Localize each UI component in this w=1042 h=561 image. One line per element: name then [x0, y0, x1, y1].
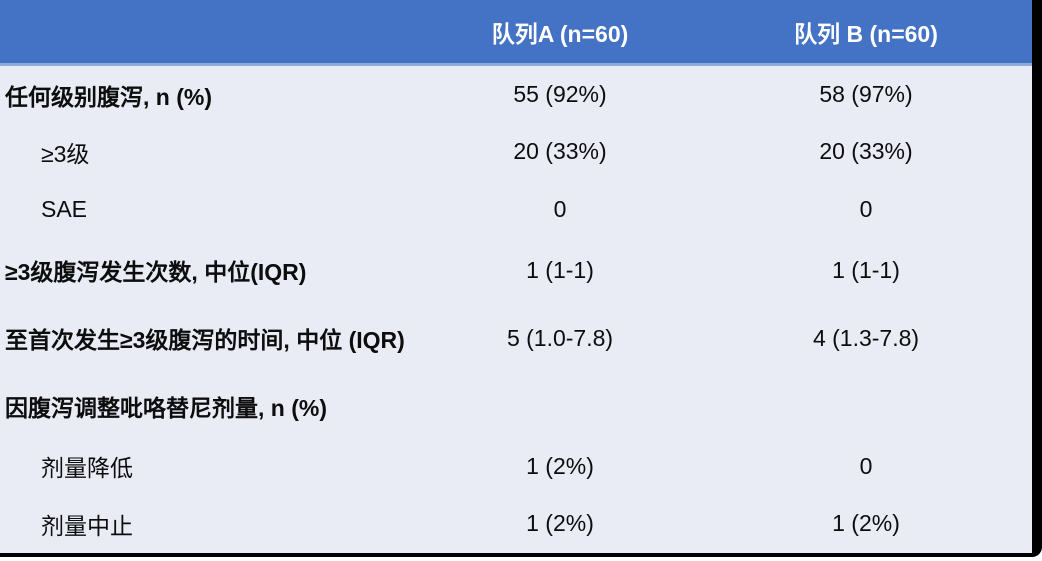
cohort-a-value: 1 (2%): [526, 452, 594, 479]
row-label: 剂量降低: [41, 455, 133, 481]
table-row: ≥3级 20 (33%) 20 (33%): [0, 123, 1032, 180]
table-row: 剂量降低 1 (2%) 0: [0, 438, 1032, 494]
cohort-a-value: 0: [553, 195, 567, 222]
cohort-a-value: 5 (1.0-7.8): [506, 324, 614, 351]
cohort-a-value: 1 (2%): [526, 510, 594, 536]
cohort-b-value: 0: [859, 452, 873, 479]
table-row: SAE 0 0: [0, 180, 1032, 238]
table-row: 剂量中止 1 (2%) 1 (2%): [0, 494, 1032, 553]
cohort-b-value: 4 (1.3-7.8): [812, 324, 920, 351]
header-cohort-b: 队列 B (n=60): [794, 20, 938, 47]
cohort-b-value: 58 (97%): [819, 81, 913, 107]
cohort-b-value: 0: [859, 195, 873, 222]
row-label: SAE: [41, 195, 88, 222]
row-label: 因腹泻调整吡咯替尼剂量, n (%): [5, 395, 327, 421]
row-label: ≥3级腹泻发生次数, 中位(IQR): [5, 259, 307, 285]
cohort-a-value: 20 (33%): [513, 138, 607, 164]
table-row: 因腹泻调整吡咯替尼剂量, n (%): [0, 374, 1032, 438]
table-row: 至首次发生≥3级腹泻的时间, 中位 (IQR) 5 (1.0-7.8) 4 (1…: [0, 302, 1032, 374]
cohort-b-value: 20 (33%): [819, 138, 913, 164]
table-row: 任何级别腹泻, n (%) 55 (92%) 58 (97%): [0, 66, 1032, 123]
cohort-a-value: 1 (1-1): [526, 256, 594, 283]
row-label: ≥3级: [41, 140, 90, 167]
table-header-row: 队列A (n=60) 队列 B (n=60): [0, 0, 1032, 66]
header-cohort-a: 队列A (n=60): [491, 20, 629, 47]
cohort-b-value: 1 (1-1): [832, 256, 900, 283]
row-label: 任何级别腹泻, n (%): [5, 83, 212, 110]
row-label: 至首次发生≥3级腹泻的时间, 中位 (IQR): [5, 327, 405, 353]
cohort-a-value: 55 (92%): [513, 81, 607, 107]
table-row: ≥3级腹泻发生次数, 中位(IQR) 1 (1-1) 1 (1-1): [0, 238, 1032, 302]
row-label: 剂量中止: [41, 512, 133, 539]
cohort-b-value: 1 (2%): [832, 510, 900, 536]
